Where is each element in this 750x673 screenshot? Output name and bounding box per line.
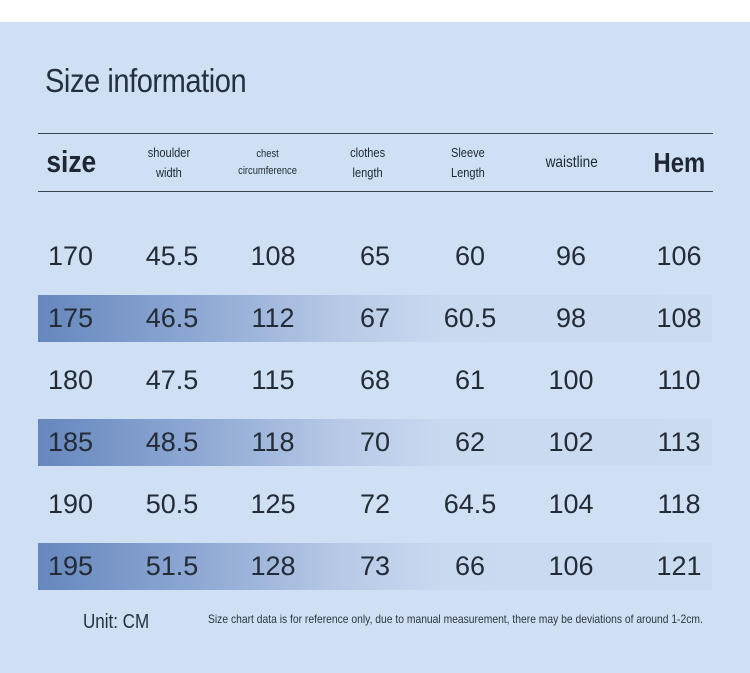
cell-clothes-length: 67	[359, 303, 391, 333]
cell-size: 170	[47, 241, 94, 271]
header-chest-line1: chest	[256, 148, 280, 160]
header-clothes-length: clothes length	[328, 134, 408, 191]
table-row: 185 48.5 118 70 62 102 113	[38, 419, 712, 466]
header-bottom-rule	[38, 191, 713, 192]
cell-sleeve-length: 60	[454, 241, 486, 271]
table-header: size shoulder width chest circumference …	[38, 134, 713, 191]
cell-hem: 110	[657, 365, 701, 395]
cell-clothes-length: 68	[359, 365, 391, 395]
cell-hem: 121	[656, 551, 702, 581]
table-row: 190 50.5 125 72 64.5 104 118	[38, 481, 712, 528]
cell-shoulder-width: 46.5	[145, 303, 199, 333]
cell-clothes-length: 70	[359, 427, 391, 457]
cell-shoulder-width: 45.5	[145, 241, 199, 271]
header-chest-line2: circumference	[238, 164, 298, 177]
cell-shoulder-width: 51.5	[145, 551, 199, 581]
header-clothes-line2: length	[352, 164, 384, 180]
header-chest-circumference: chest circumference	[218, 134, 318, 191]
cell-chest: 115	[251, 365, 295, 395]
unit-label: Unit: CM	[83, 611, 150, 633]
cell-waistline: 100	[548, 365, 594, 395]
header-size-label: size	[46, 144, 97, 180]
cell-chest: 112	[251, 303, 295, 333]
cell-hem: 108	[656, 303, 702, 333]
disclaimer-note: Size chart data is for reference only, d…	[208, 612, 703, 626]
cell-hem: 106	[656, 241, 702, 271]
table-row: 170 45.5 108 65 60 96 106	[38, 233, 712, 280]
cell-chest: 125	[250, 489, 296, 519]
cell-chest: 118	[251, 427, 295, 457]
cell-shoulder-width: 50.5	[145, 489, 199, 519]
cell-hem: 113	[657, 427, 701, 457]
cell-hem: 118	[657, 489, 701, 519]
cell-waistline: 102	[548, 427, 594, 457]
header-sleeve-line2: Length	[451, 164, 485, 180]
cell-waistline: 98	[555, 303, 587, 333]
cell-sleeve-length: 61	[454, 365, 486, 395]
cell-sleeve-length: 62	[454, 427, 486, 457]
cell-waistline: 106	[548, 551, 594, 581]
cell-clothes-length: 73	[359, 551, 391, 581]
cell-waistline: 96	[555, 241, 587, 271]
cell-shoulder-width: 48.5	[145, 427, 199, 457]
header-shoulder-width: shoulder width	[128, 134, 210, 191]
table-row: 175 46.5 112 67 60.5 98 108	[38, 295, 712, 342]
header-shoulder-line1: shoulder	[147, 145, 191, 160]
page-title: Size information	[45, 62, 247, 99]
cell-waistline: 104	[548, 489, 594, 519]
table-row: 195 51.5 128 73 66 106 121	[38, 543, 712, 590]
header-hem-label: Hem	[653, 146, 706, 178]
cell-sleeve-length: 66	[454, 551, 486, 581]
header-shoulder-line2: width	[156, 164, 182, 180]
header-sleeve-line1: Sleeve	[451, 145, 485, 160]
header-clothes-line1: clothes	[350, 145, 386, 160]
cell-clothes-length: 72	[359, 489, 391, 519]
cell-size: 180	[47, 365, 94, 395]
header-top-rule	[38, 133, 713, 134]
cell-size: 175	[47, 303, 94, 333]
header-size: size	[38, 134, 132, 191]
cell-shoulder-width: 47.5	[145, 365, 199, 395]
cell-clothes-length: 65	[359, 241, 391, 271]
cell-size: 190	[47, 489, 94, 519]
cell-size: 195	[47, 551, 94, 581]
cell-chest: 108	[250, 241, 296, 271]
header-sleeve-length: Sleeve Length	[428, 134, 508, 191]
cell-sleeve-length: 64.5	[443, 489, 497, 519]
cell-size: 185	[47, 427, 94, 457]
cell-sleeve-length: 60.5	[443, 303, 497, 333]
header-waistline-label: waistline	[545, 153, 599, 171]
header-waistline: waistline	[523, 134, 621, 191]
header-hem: Hem	[638, 134, 721, 191]
table-row: 180 47.5 115 68 61 100 110	[38, 357, 712, 404]
cell-chest: 128	[250, 551, 296, 581]
